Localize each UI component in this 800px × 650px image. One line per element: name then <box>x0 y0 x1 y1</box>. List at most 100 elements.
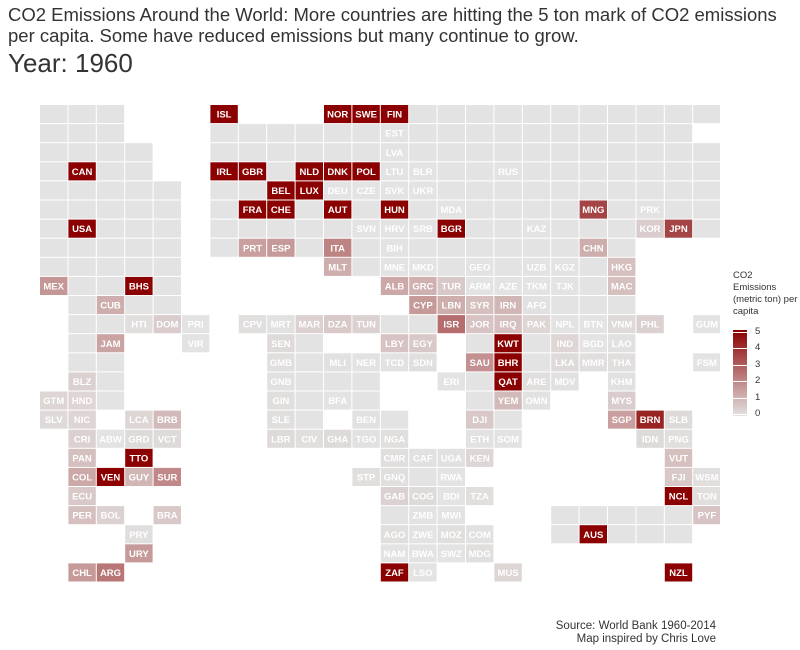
tile-label: EST <box>385 129 404 140</box>
country-tile-cyp: CYP <box>409 296 437 315</box>
tile-rect <box>380 353 409 372</box>
empty-tile <box>494 410 522 429</box>
empty-tile <box>40 219 68 238</box>
tile-rect <box>664 563 693 582</box>
country-tile-ury: URY <box>125 544 153 563</box>
legend: CO2 Emissions (metric ton) per capita 0 1… <box>733 270 798 419</box>
country-tile-gnb: GNB <box>267 372 295 391</box>
tile-rect <box>466 353 494 372</box>
country-tile-gab: GAB <box>380 487 409 506</box>
empty-tile <box>96 162 125 181</box>
tile-label: AFG <box>526 301 546 312</box>
country-tile-uzb: UZB <box>522 257 551 276</box>
empty-tile <box>466 200 494 219</box>
country-tile-moz: MOZ <box>437 525 465 544</box>
country-tile-geo: GEO <box>466 257 494 276</box>
tile-rect <box>267 353 295 372</box>
tile-label: KGZ <box>555 262 575 273</box>
tile-rect <box>494 334 522 353</box>
empty-tile <box>579 506 607 525</box>
country-tile-grc: GRC <box>409 276 437 295</box>
country-tile-hti: HTI <box>125 315 153 334</box>
tile-rect <box>409 525 437 544</box>
tile-rect <box>466 525 494 544</box>
empty-tile <box>522 124 551 143</box>
empty-tile <box>409 105 437 124</box>
tile-rect <box>494 391 522 410</box>
country-tile-png: PNG <box>664 429 693 448</box>
empty-tile <box>437 238 465 257</box>
tile-label: DNK <box>327 167 348 178</box>
tile-label: HUN <box>384 205 405 216</box>
country-tile-kwt: KWT <box>494 334 522 353</box>
country-tile-gha: GHA <box>324 429 352 448</box>
country-tile-mus: MUS <box>494 563 522 582</box>
tile-label: VIR <box>188 339 204 350</box>
empty-tile <box>551 296 579 315</box>
tile-rect <box>380 219 409 238</box>
empty-tile <box>437 124 465 143</box>
country-tile-mar: MAR <box>295 315 323 334</box>
tile-label: COM <box>469 530 491 541</box>
empty-tile <box>522 105 551 124</box>
tile-rect <box>608 372 636 391</box>
empty-tile <box>608 105 636 124</box>
tile-rect <box>68 219 96 238</box>
tile-label: SVN <box>356 224 376 235</box>
country-tile-tza: TZA <box>466 487 494 506</box>
empty-tile <box>96 105 125 124</box>
country-tile-guy: GUY <box>125 467 153 486</box>
tile-label: KHM <box>611 377 633 388</box>
empty-tile <box>494 257 522 276</box>
tile-label: GNB <box>270 377 291 388</box>
empty-tile <box>693 181 720 200</box>
tile-rect <box>466 429 494 448</box>
tile-label: CRI <box>74 434 90 445</box>
empty-tile <box>238 143 267 162</box>
tile-label: TUN <box>356 320 376 331</box>
tile-label: LSO <box>413 568 433 579</box>
country-tile-dji: DJI <box>466 410 494 429</box>
tile-label: NZL <box>669 568 688 579</box>
country-tile-dnk: DNK <box>324 162 352 181</box>
tile-rect <box>267 391 295 410</box>
empty-tile <box>494 105 522 124</box>
tile-label: RWA <box>440 472 462 483</box>
empty-tile <box>579 124 607 143</box>
country-tile-kaz: KAZ <box>522 219 551 238</box>
tile-label: SUR <box>157 472 177 483</box>
empty-tile <box>579 162 607 181</box>
tile-label: AUT <box>328 205 348 216</box>
empty-tile <box>466 219 494 238</box>
tile-label: JPN <box>669 224 688 235</box>
tile-label: SVK <box>385 186 405 197</box>
tile-rect <box>68 506 96 525</box>
empty-tile <box>522 200 551 219</box>
tile-label: LKA <box>555 358 575 369</box>
tile-rect <box>40 276 68 295</box>
country-tile-esp: ESP <box>267 238 295 257</box>
tile-label: BDI <box>443 492 459 503</box>
tile-label: ARE <box>526 377 546 388</box>
empty-tile <box>352 238 380 257</box>
tile-label: EGY <box>413 339 434 350</box>
tile-rect <box>267 238 295 257</box>
empty-tile <box>579 276 607 295</box>
country-tile-tjk: TJK <box>551 276 579 295</box>
tile-label: MLI <box>330 358 346 369</box>
country-tile-deu: DEU <box>324 181 352 200</box>
country-tile-jam: JAM <box>96 334 125 353</box>
tile-rect <box>96 429 125 448</box>
empty-tile <box>466 372 494 391</box>
tile-rect <box>380 467 409 486</box>
tile-rect <box>608 276 636 295</box>
tile-rect <box>437 448 465 467</box>
tile-label: ERI <box>443 377 459 388</box>
empty-tile <box>153 219 181 238</box>
country-tile-ven: VEN <box>96 467 125 486</box>
empty-tile <box>295 238 323 257</box>
country-tile-bdi: BDI <box>437 487 465 506</box>
country-tile-cmr: CMR <box>380 448 409 467</box>
tile-label: UGA <box>441 453 462 464</box>
tile-rect <box>437 544 465 563</box>
